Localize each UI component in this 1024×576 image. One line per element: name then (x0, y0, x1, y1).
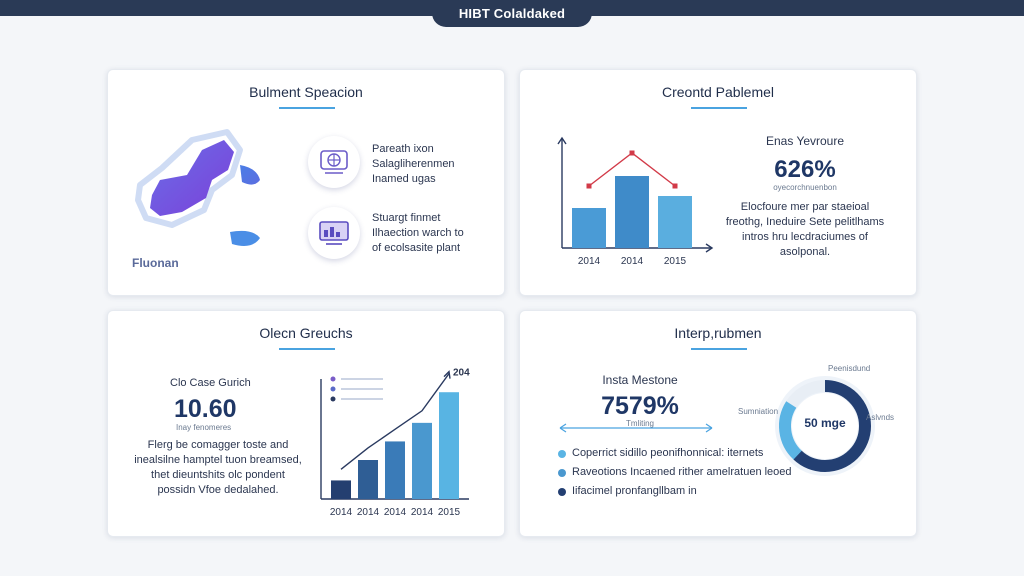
donut-main-segment (779, 380, 871, 472)
legend-mark-1 (330, 386, 336, 392)
donut-center (792, 393, 858, 459)
x-tick-label: 2014 (384, 507, 407, 518)
desc-line-2: freothg, Ineduire Sete pelitlhams (725, 216, 885, 228)
card-title: Creontd Pablemel (661, 84, 775, 100)
trend-line (340, 373, 450, 470)
bar-line-chart: 2014 2014 2015 (557, 136, 714, 267)
stat-sub: Inay fenomeres (176, 423, 232, 432)
annotation-label: 204 (453, 368, 470, 379)
page-title-tab[interactable]: HIBT Colaldaked (432, 0, 592, 27)
x-tick-label: 2015 (664, 256, 687, 267)
map-outline (135, 129, 243, 228)
card-title: Bulment Speacion (249, 84, 363, 100)
growth-bar-chart: 2014 2014 2014 2014 2015 204 (320, 368, 470, 518)
donut-secondary-segment (779, 380, 871, 472)
range-arrow (559, 423, 713, 433)
trend-point-2 (672, 183, 678, 189)
desc-line-2: inealsilne hamptel tuon breamsed, (134, 454, 302, 466)
map-illustration (135, 129, 260, 246)
stat-sub: oyecorchnuenbon (773, 183, 837, 192)
title-underline (279, 107, 335, 109)
stat-title: Insta Mestone (602, 373, 678, 387)
legend-text-2: Raveotions Incaened rither amelratuen le… (572, 466, 792, 478)
y-axis-arrow (557, 136, 567, 145)
item-text-2a: Stuargt finmet (372, 212, 441, 224)
donut-callout-top: Peenisdund (828, 364, 871, 373)
stat-title: Clo Case Gurich (170, 377, 251, 389)
item-text-1a: Pareath ixon (372, 143, 434, 155)
monitor-chart-icon (319, 221, 349, 245)
x-axis-arrow (705, 243, 714, 253)
donut-chart (775, 376, 875, 476)
card-creontd-pablemel: Creontd Pablemel 2014 2014 2015 Enas Yevro… (519, 69, 917, 296)
title-underline (691, 348, 747, 350)
bar-3 (412, 422, 432, 499)
x-tick-label: 2014 (357, 507, 380, 518)
trend-arrow (443, 370, 451, 379)
item-text-2b: Ilhaection warch to (372, 227, 464, 239)
desc-line-1: Elocfoure mer par staeioal (740, 201, 870, 213)
donut-callout-left: Sumniation (738, 407, 779, 416)
desc-line-3: thet dieuntshits olc pondent (151, 469, 285, 481)
legend-text-1: Coperrict sidillo peonifhonnical: iterne… (572, 447, 764, 459)
title-underline (691, 107, 747, 109)
legend-dot-1 (558, 450, 566, 458)
bar-4 (439, 392, 459, 499)
item-text-1c: Inamed ugas (372, 173, 436, 185)
x-tick-label: 2014 (411, 507, 434, 518)
desc-line-3: intros hru lecdraciumes of (742, 231, 868, 243)
stat-title: Enas Yevroure (765, 134, 845, 148)
x-tick-label: 2015 (438, 507, 461, 518)
item-icon-wrap-1 (308, 136, 360, 188)
legend-dot-2 (558, 469, 566, 477)
bar-0 (331, 480, 351, 499)
trend-point-0 (586, 183, 592, 189)
bar-0 (572, 208, 606, 248)
stat-sub: Tmliting (625, 419, 654, 428)
legend-text-3: Iifacimel pronfangllbam in (572, 485, 697, 497)
desc-line-1: Flerg be comagger toste and (147, 439, 289, 451)
map-region-south (230, 230, 260, 246)
map-label: Fluonan (132, 256, 179, 270)
stat-value: 10.60 (174, 395, 237, 423)
x-tick-label: 2014 (621, 256, 644, 267)
trend-point-1 (629, 150, 635, 156)
card-bulment-speacion: Bulment Speacion Fluonan Pareath ixon (107, 69, 505, 296)
title-underline (279, 348, 335, 350)
x-tick-label: 2014 (330, 507, 353, 518)
legend-mark-0 (330, 376, 336, 382)
card-olecn-greuchs: Olecn Greuchs Clo Case Gurich 10.60 Inay… (107, 310, 505, 537)
item-text-1b: Salagliherenmen (372, 158, 455, 170)
network-globe-icon (320, 150, 348, 174)
legend-dot-3 (558, 488, 566, 496)
card-interp-rubmen: Interp,rubmen Insta Mestone 7579% Tmliti… (519, 310, 917, 537)
map-region-east (240, 165, 260, 185)
donut-callout-right: Aslvnds (866, 413, 895, 422)
desc-line-4: asolponal. (779, 246, 831, 258)
map-region-main (150, 140, 234, 216)
item-text-2c: of ecolsasite plant (372, 242, 461, 254)
bar-1 (358, 460, 378, 499)
legend-mark-2 (330, 396, 336, 402)
item-icon-wrap-2 (308, 207, 360, 259)
bar-2 (385, 441, 405, 499)
donut-label: 50 mge (804, 416, 846, 430)
stat-value: 7579% (601, 392, 679, 420)
bar-1 (615, 176, 649, 248)
card-title: Olecn Greuchs (259, 325, 353, 341)
bar-2 (658, 196, 692, 248)
x-tick-label: 2014 (578, 256, 601, 267)
desc-line-4: possidn Vfoe dedalahed. (157, 484, 279, 496)
card-title: Interp,rubmen (674, 325, 762, 341)
page-title: HIBT Colaldaked (458, 6, 566, 21)
stat-value: 626% (774, 156, 836, 183)
